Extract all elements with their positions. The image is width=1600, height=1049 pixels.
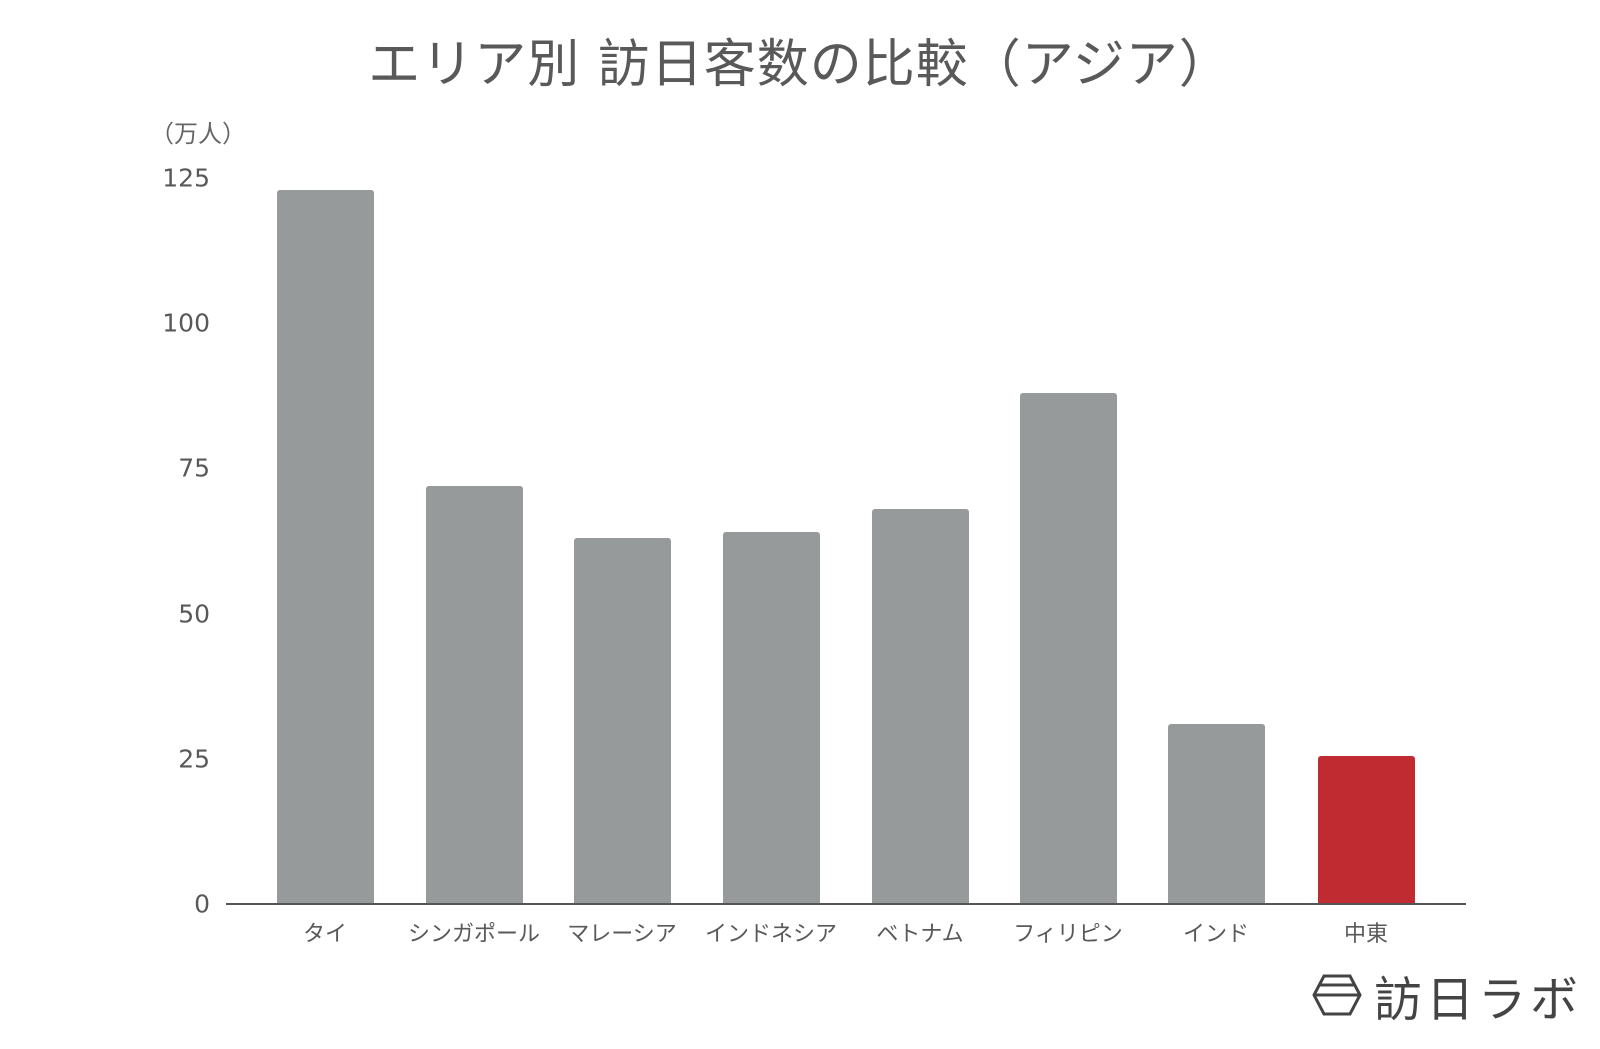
x-tick-label: 中東	[1343, 922, 1388, 947]
x-tick-label: ベトナム	[876, 922, 964, 947]
x-tick-label: インド	[1182, 922, 1249, 947]
brand-name: 訪日ラボ	[1374, 972, 1583, 1028]
y-tick-label: 100	[162, 308, 210, 338]
x-tick-label: インドネシア	[704, 922, 837, 947]
bar-2	[426, 485, 523, 904]
bar-4	[723, 532, 820, 904]
bar-3	[574, 538, 671, 904]
plot-area	[226, 178, 1466, 904]
bar-6	[1020, 392, 1117, 904]
brand-logo: 訪日ラボ	[1312, 960, 1582, 1030]
x-tick-label: シンガポール	[407, 922, 540, 947]
bar-8	[1318, 755, 1415, 904]
x-tick-label: マレーシア	[567, 922, 677, 947]
y-tick-label: 125	[162, 163, 210, 193]
bar-1	[277, 189, 374, 904]
y-tick-label: 75	[178, 453, 210, 483]
y-axis-unit-label: （万人）	[150, 120, 246, 148]
bar-7	[1168, 723, 1265, 904]
x-tick-label: タイ	[302, 922, 347, 947]
bar-5	[872, 509, 969, 904]
y-tick-label: 25	[178, 744, 210, 774]
y-tick-label: 0	[194, 889, 210, 919]
hexagon-logo-icon	[1312, 974, 1362, 1016]
chart-title: エリア別 訪日客数の比較（アジア）	[368, 35, 1232, 95]
x-tick-label: フィリピン	[1013, 922, 1123, 947]
x-axis-line	[226, 903, 1466, 905]
y-tick-label: 50	[178, 599, 210, 629]
